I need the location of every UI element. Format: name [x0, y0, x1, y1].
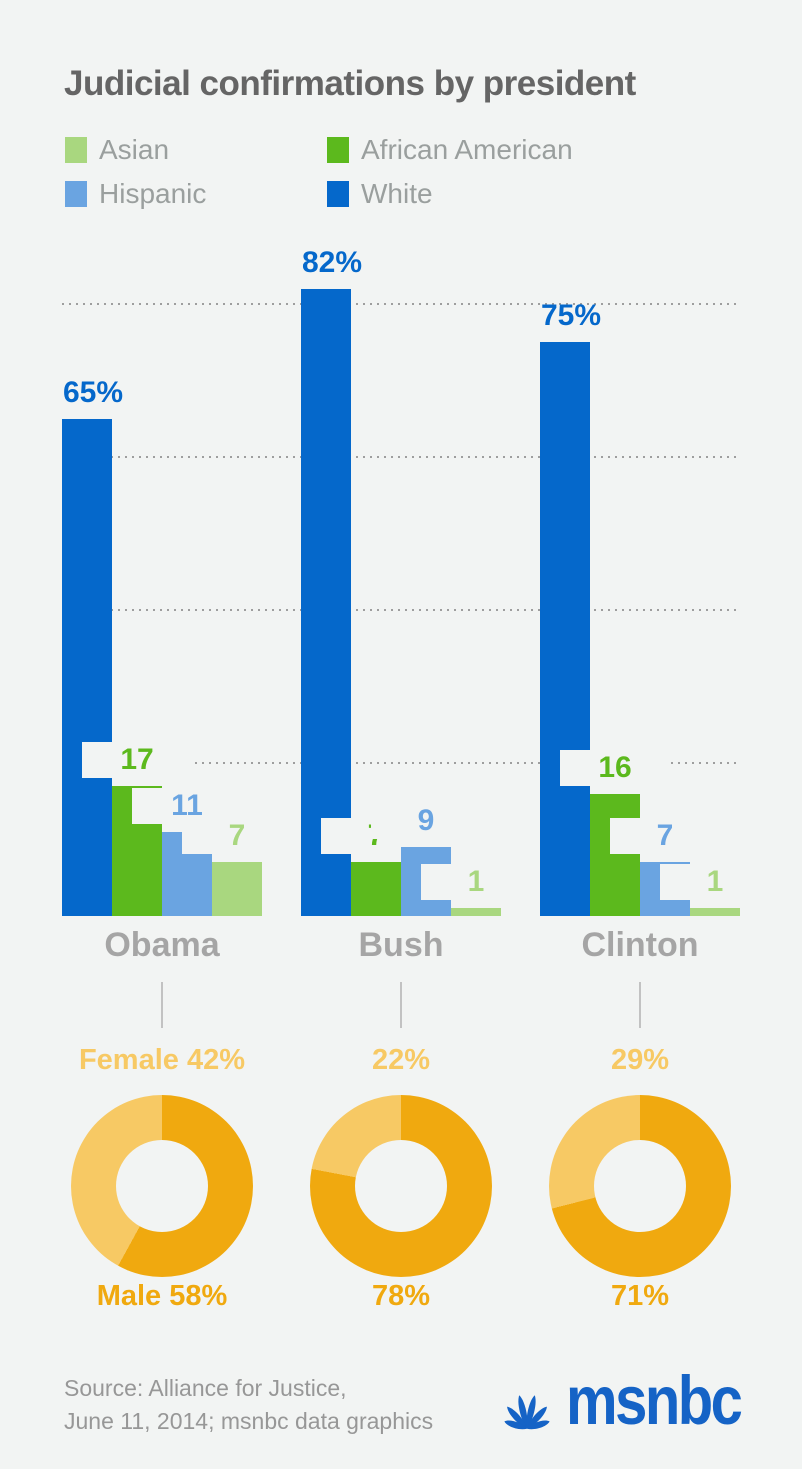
legend-swatch-african-american	[327, 137, 349, 163]
donut-hole	[355, 1140, 447, 1232]
donut-hole	[116, 1140, 208, 1232]
gridline-20	[62, 762, 740, 764]
gridline-40	[62, 609, 740, 611]
bar-asian-bush	[451, 908, 501, 916]
president-label-clinton: Clinton	[581, 926, 699, 964]
president-label-obama: Obama	[104, 926, 220, 964]
bar-value-label-hispanic-bush: 9	[371, 803, 481, 840]
donut-chart-obama	[71, 1095, 253, 1277]
female-share-label-obama: Female 42%	[78, 1044, 246, 1076]
bar-white-bush	[301, 288, 351, 916]
gridline-60	[62, 456, 740, 458]
bar-value-label-african-american-obama: 17	[82, 741, 192, 778]
bar-white-clinton	[540, 342, 590, 916]
bar-value-label-asian-obama: 7	[182, 818, 292, 855]
legend-swatch-white	[327, 181, 349, 207]
bar-value-label-african-american-clinton: 16	[560, 749, 670, 786]
bar-value-label-white-obama: 65%	[63, 375, 124, 409]
bar-asian-obama	[212, 862, 262, 916]
connector-line-obama	[161, 982, 163, 1028]
page-title: Judicial confirmations by president	[64, 64, 636, 103]
bar-value-label-white-clinton: 75%	[541, 299, 602, 333]
bar-white-obama	[62, 418, 112, 916]
donut-chart-clinton	[549, 1095, 731, 1277]
bar-value-label-hispanic-obama: 11	[132, 787, 242, 824]
donut-chart-bush	[310, 1095, 492, 1277]
legend-item-african-american: African American	[327, 134, 573, 165]
bar-african-american-clinton	[590, 793, 640, 916]
president-label-bush: Bush	[358, 926, 444, 964]
female-share-label-bush: 22%	[371, 1044, 431, 1076]
bar-value-label-hispanic-clinton: 7	[610, 818, 720, 855]
legend-label-white: White	[361, 178, 433, 209]
bar-value-label-asian-bush: 1	[421, 864, 531, 901]
source-line-1: Source: Alliance for Justice,	[64, 1375, 347, 1401]
legend-label-hispanic: Hispanic	[99, 178, 207, 209]
male-share-label-obama: Male 58%	[96, 1280, 228, 1312]
peacock-icon	[504, 1395, 550, 1430]
bar-value-label-white-bush: 82%	[302, 245, 363, 279]
donut-hole	[594, 1140, 686, 1232]
bar-asian-clinton	[690, 908, 740, 916]
gridline-80	[62, 303, 740, 305]
msnbc-logo: msnbc	[496, 1362, 746, 1440]
legend-swatch-hispanic	[65, 181, 87, 207]
male-share-label-bush: 78%	[371, 1280, 431, 1312]
legend-swatch-asian	[65, 137, 87, 163]
male-share-label-clinton: 71%	[610, 1280, 670, 1312]
legend-label-african-american: African American	[361, 134, 573, 165]
legend-item-hispanic: Hispanic	[65, 178, 207, 209]
legend-item-asian: Asian	[65, 134, 170, 165]
bar-value-label-asian-clinton: 1	[660, 864, 770, 901]
source-line-2: June 11, 2014; msnbc data graphics	[64, 1408, 434, 1434]
legend-item-white: White	[327, 178, 433, 209]
connector-line-clinton	[639, 982, 641, 1028]
legend-label-asian: Asian	[99, 134, 170, 165]
msnbc-wordmark: msnbc	[566, 1362, 743, 1440]
bar-african-american-bush	[351, 862, 401, 916]
female-share-label-clinton: 29%	[610, 1044, 670, 1076]
connector-line-bush	[400, 982, 402, 1028]
